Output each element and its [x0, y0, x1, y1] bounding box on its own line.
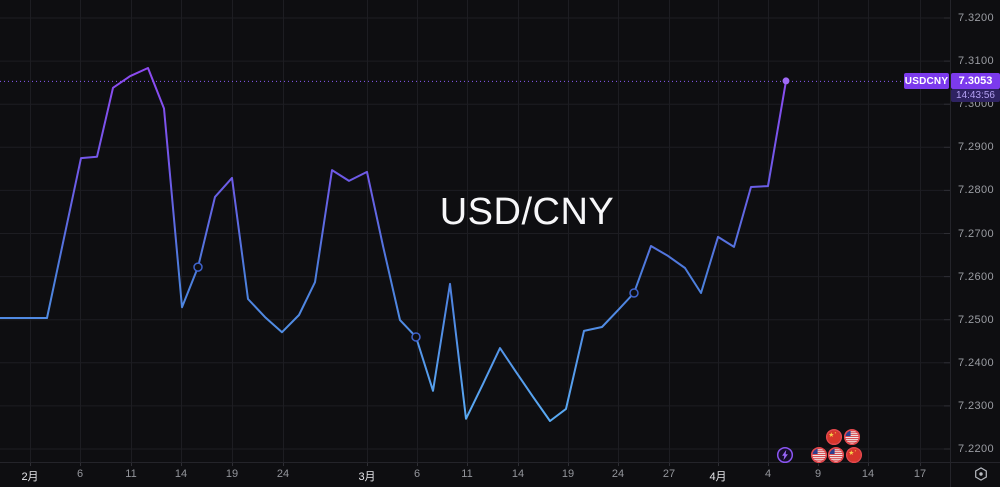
time-tick-label: 4	[764, 468, 772, 480]
time-tick-label: 14	[174, 468, 188, 480]
chart-title: USD/CNY	[439, 191, 615, 233]
last-time-value: 14:43:56	[956, 90, 995, 101]
session-marker	[629, 288, 639, 298]
time-tick-label: 6	[76, 468, 84, 480]
time-tick-label: 2月	[21, 471, 39, 483]
us-flag-icon[interactable]	[827, 446, 845, 464]
symbol-badge-label: USDCNY	[904, 75, 949, 87]
time-tick-label: 6	[413, 468, 421, 480]
price-tick-label: 7.2500	[958, 313, 995, 326]
us-flag-icon[interactable]	[843, 428, 861, 446]
time-tick-label: 3月	[358, 471, 376, 483]
price-tick-label: 7.2800	[958, 184, 995, 197]
time-tick-label: 4月	[709, 471, 727, 483]
time-tick-label: 14	[511, 468, 525, 480]
time-tick-label: 14	[861, 468, 875, 480]
time-tick-label: 19	[561, 468, 575, 480]
symbol-badge: USDCNY	[904, 73, 949, 89]
lightning-glyph	[776, 446, 794, 464]
flag-glyph	[845, 446, 863, 464]
last-time-badge: 14:43:56	[951, 89, 1000, 102]
price-tick-label: 7.2400	[958, 356, 995, 369]
time-tick-label: 24	[611, 468, 625, 480]
price-line[interactable]	[0, 67, 787, 422]
price-tick-label: 7.2300	[958, 399, 995, 412]
nut-glyph	[975, 467, 987, 481]
flag-glyph	[825, 428, 843, 446]
time-tick-label: 9	[814, 468, 822, 480]
time-tick-label: 17	[913, 468, 927, 480]
cn-flag-icon[interactable]	[825, 428, 843, 446]
cn-flag-icon[interactable]	[845, 446, 863, 464]
price-tick-label: 7.2700	[958, 227, 995, 240]
price-tick-label: 7.2200	[958, 443, 995, 455]
flag-glyph	[827, 446, 845, 464]
price-tick-label: 7.2600	[958, 270, 995, 283]
time-tick-label: 11	[461, 468, 473, 480]
time-tick-label: 19	[225, 468, 239, 480]
flag-glyph	[843, 428, 861, 446]
last-price-value: 7.3053	[958, 75, 993, 87]
lightning-icon[interactable]	[776, 446, 794, 464]
last-price-badge: 7.3053	[951, 73, 1000, 89]
time-tick-label: 27	[662, 468, 676, 480]
us-flag-icon[interactable]	[810, 446, 828, 464]
flag-glyph	[810, 446, 828, 464]
price-tick-label: 7.3100	[958, 55, 995, 68]
price-tick-label: 7.2900	[958, 141, 995, 154]
last-price-dot	[782, 77, 790, 85]
session-marker	[193, 262, 203, 272]
session-marker	[411, 332, 421, 342]
time-tick-label: 24	[276, 468, 290, 480]
time-tick-label: 11	[125, 468, 137, 480]
axis-settings-icon[interactable]	[974, 467, 988, 481]
price-tick-label: 7.3200	[958, 12, 995, 24]
